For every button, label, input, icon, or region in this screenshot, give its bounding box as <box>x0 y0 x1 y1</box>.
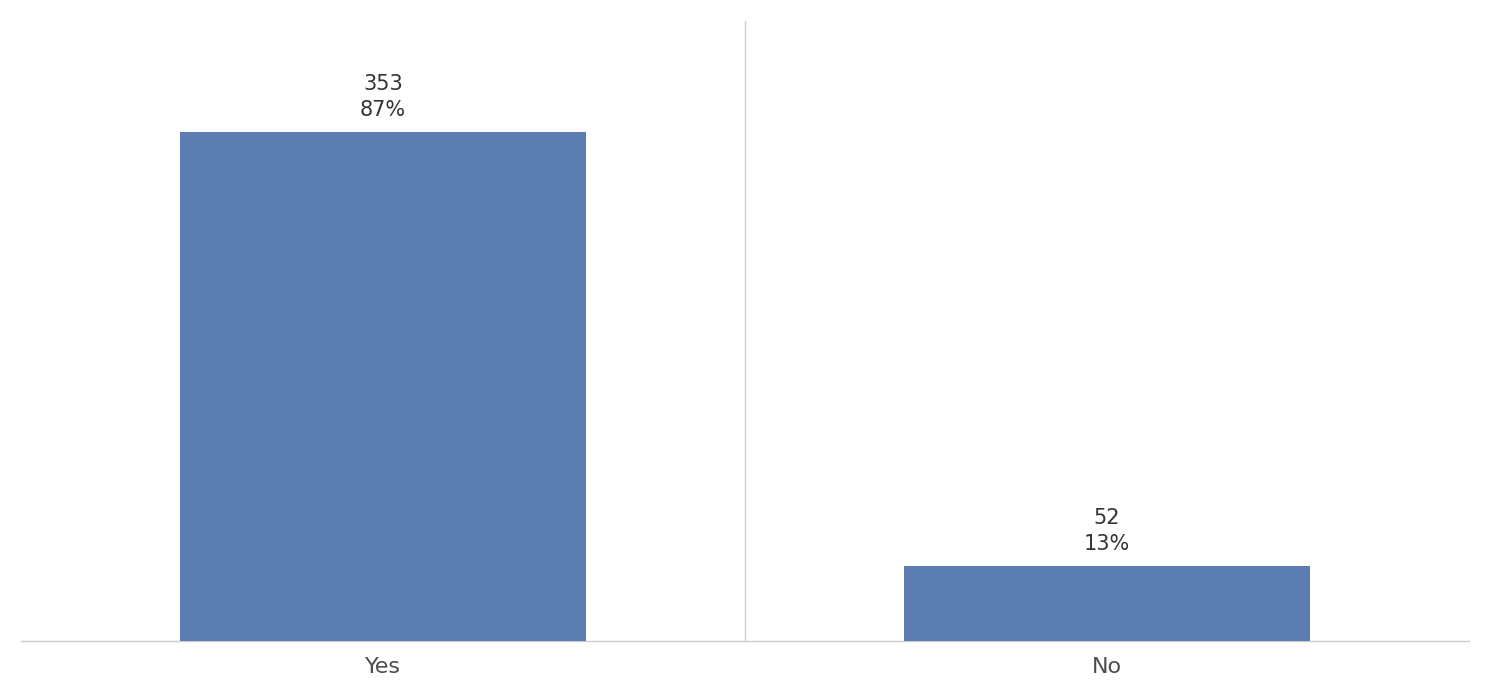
Bar <box>904 565 1310 641</box>
Text: 353
87%: 353 87% <box>361 74 405 120</box>
Bar <box>180 132 586 641</box>
Text: 52
13%: 52 13% <box>1083 507 1131 554</box>
